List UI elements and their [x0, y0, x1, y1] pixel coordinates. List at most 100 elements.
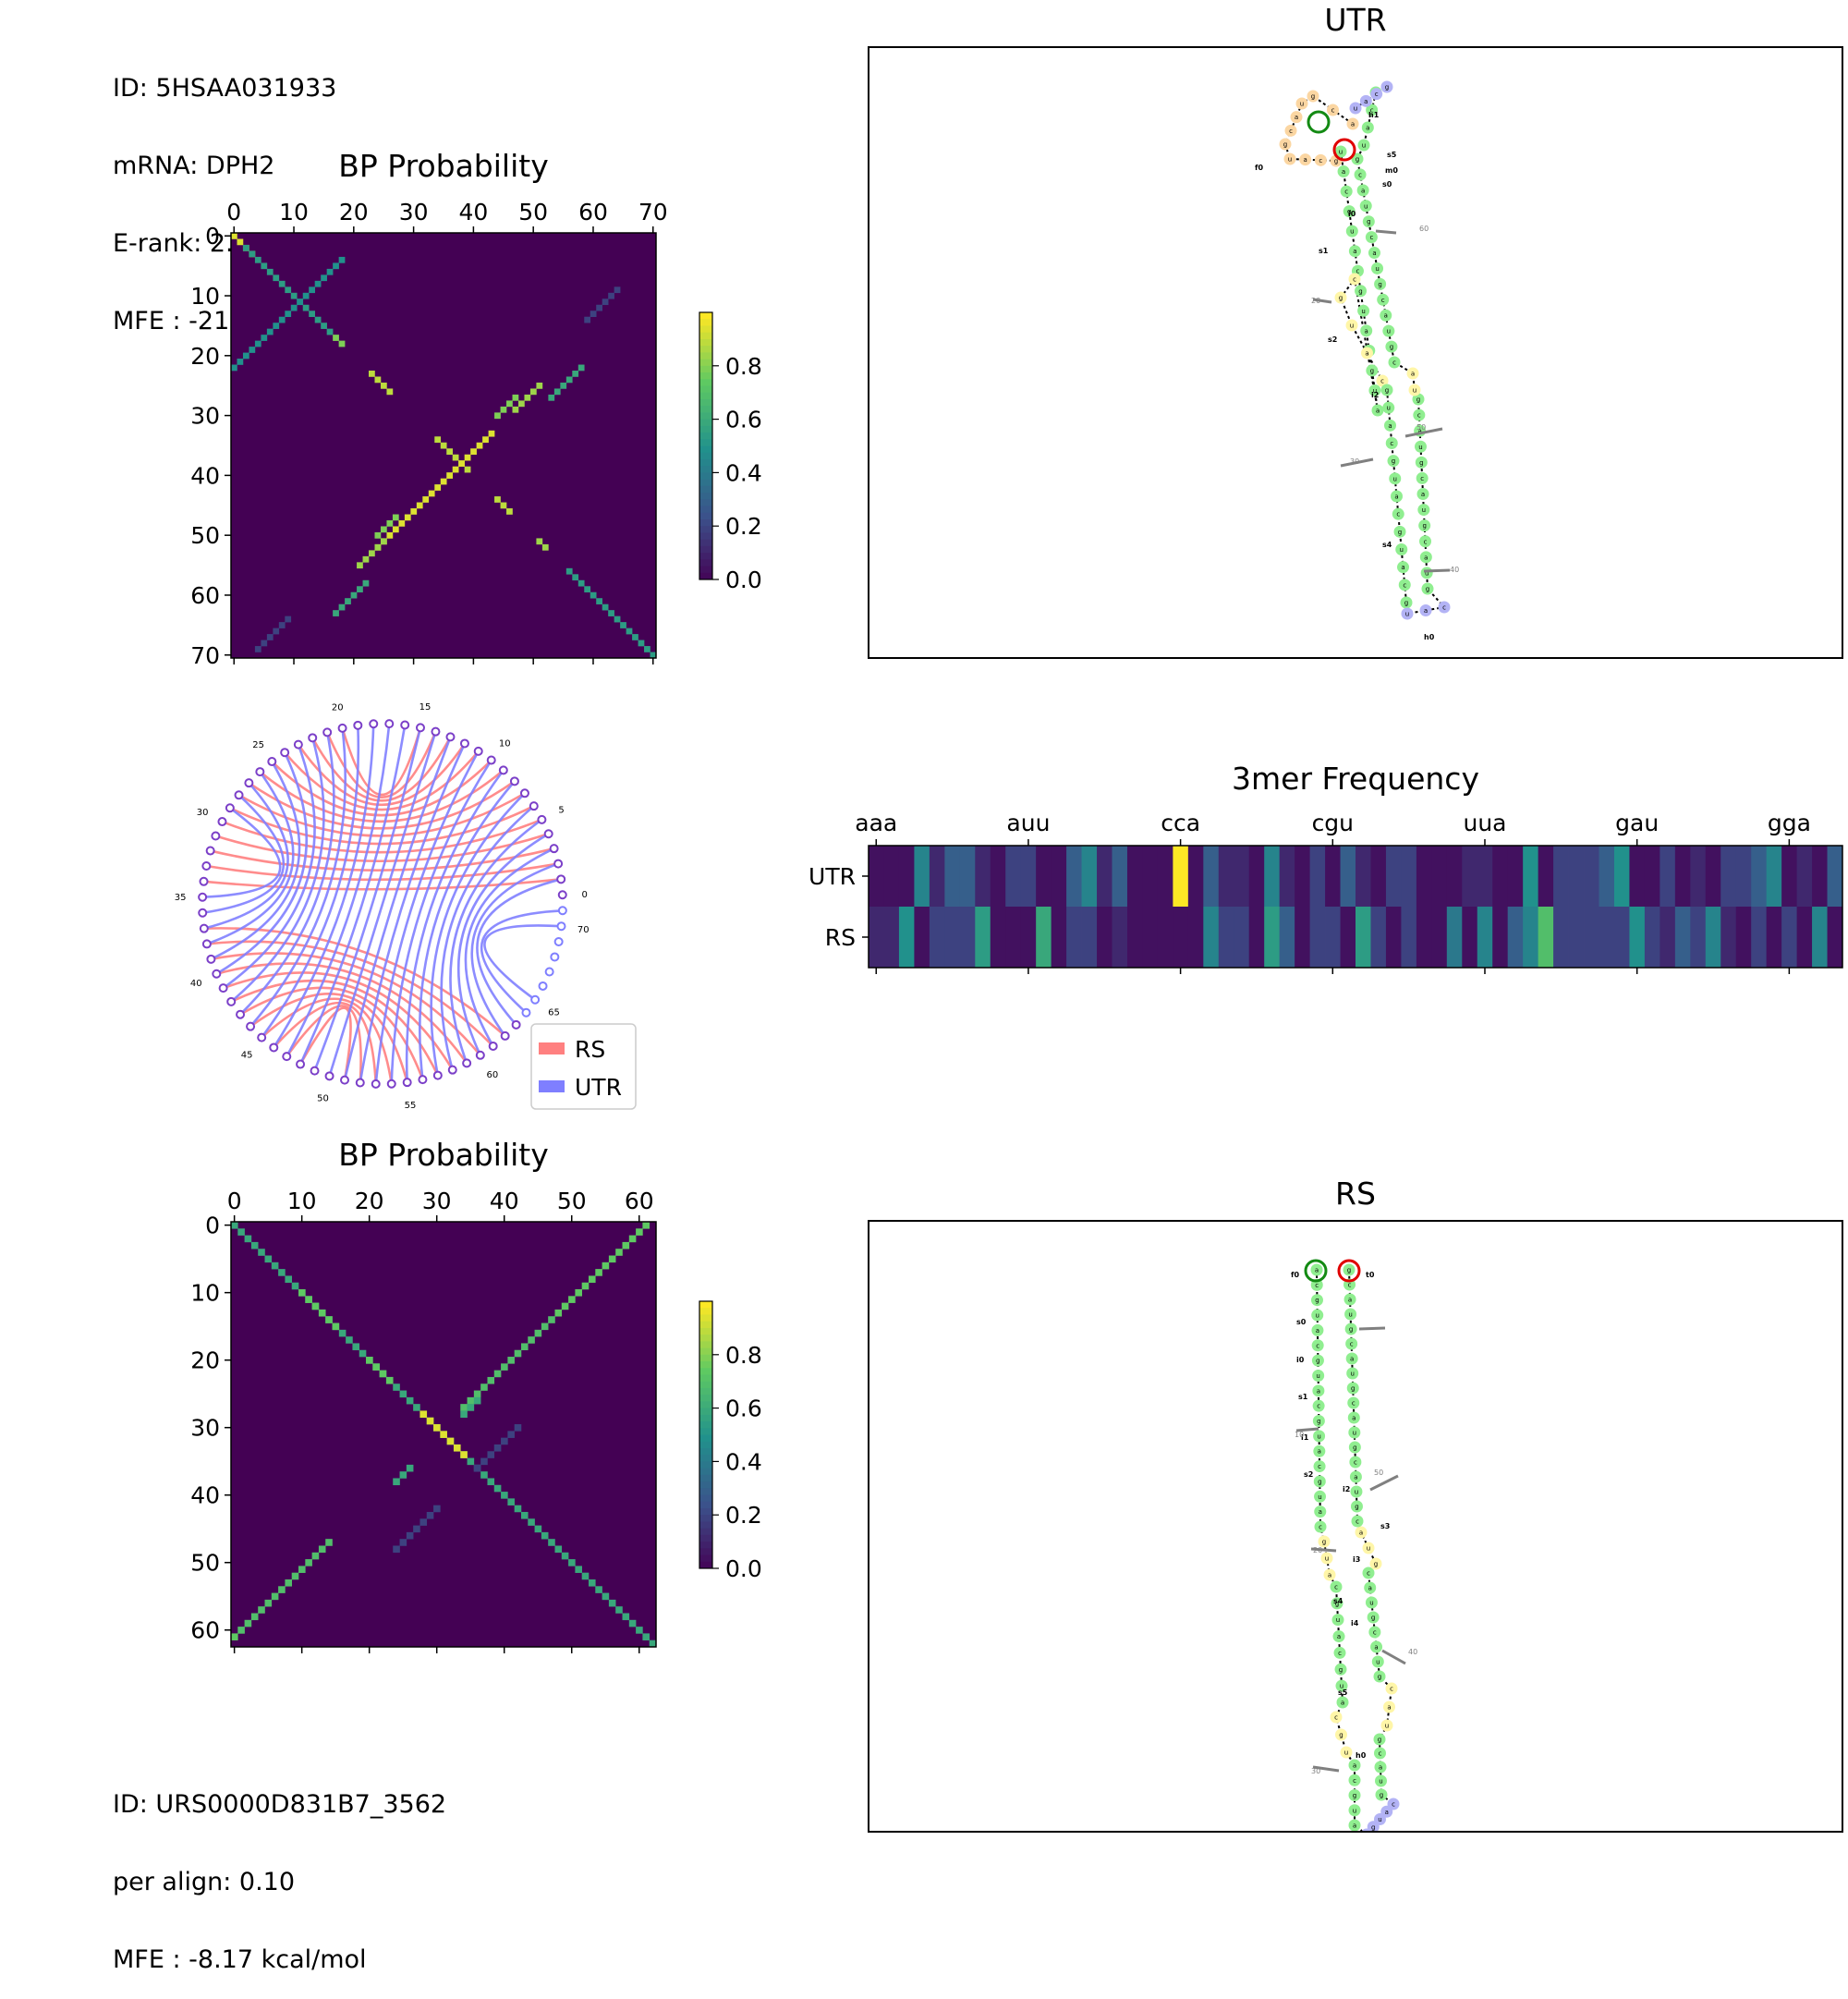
- heatmap-cell: [520, 1511, 529, 1519]
- nucleotide: [1355, 285, 1368, 298]
- kmer-cell: [1005, 846, 1022, 907]
- heatmap-cell: [615, 1606, 623, 1614]
- colorbar-segment: [699, 372, 712, 380]
- index-tick: [1369, 1474, 1399, 1492]
- nucleotide-letter: c: [1315, 1282, 1319, 1289]
- nucleotide: [1311, 1309, 1324, 1322]
- kmer-cell: [1097, 846, 1112, 907]
- heatmap-cell: [406, 1531, 414, 1540]
- rs-arc: [203, 927, 506, 1037]
- nucleotide: [1346, 1382, 1359, 1395]
- heatmap-cell: [433, 1505, 441, 1513]
- nucleotide-letter: u: [1362, 142, 1366, 150]
- nucleotide: [1370, 1640, 1383, 1653]
- heatmap-cell: [464, 466, 471, 473]
- arc-node: [371, 1079, 381, 1089]
- arc-node: [459, 738, 469, 749]
- nucleotide: [1348, 245, 1361, 258]
- nucleotide: [1279, 138, 1292, 151]
- arc-node: [418, 1075, 428, 1085]
- heatmap-cell: [399, 1390, 407, 1398]
- loop-label: i1: [1301, 1433, 1309, 1442]
- arc-index-label: 55: [405, 1101, 417, 1111]
- heatmap-cell: [325, 1316, 333, 1323]
- nucleotide-letter: g: [1392, 457, 1395, 465]
- nucleotide: [1283, 152, 1296, 165]
- arc-node: [353, 720, 363, 730]
- heatmap-cell: [615, 1249, 623, 1256]
- loop-label: i0: [1348, 210, 1356, 218]
- kmer-cell: [1674, 907, 1691, 968]
- heatmap-cell: [271, 1262, 279, 1270]
- nucleotide: [1310, 1263, 1323, 1276]
- heatmap-cell: [440, 1431, 447, 1438]
- colorbar-tick-label: 0.4: [725, 459, 762, 486]
- kmer-cell: [1295, 907, 1310, 968]
- colorbar-segment: [699, 493, 712, 500]
- arc-index-label: 50: [317, 1093, 329, 1103]
- nucleotide-letter: u: [1336, 1616, 1340, 1624]
- nucleotide-letter: u: [1425, 569, 1429, 577]
- nucleotide-letter: a: [1401, 564, 1404, 571]
- utr-arc: [440, 805, 535, 1071]
- heatmap-cell: [494, 412, 501, 420]
- heatmap-cell: [278, 280, 286, 287]
- nucleotide-letter: c: [1344, 189, 1348, 196]
- heatmap-cell: [261, 262, 268, 270]
- heatmap-cell: [524, 394, 531, 401]
- nucleotide-letter: a: [1411, 371, 1415, 378]
- nucleotide: [1313, 1444, 1326, 1457]
- nucleotide-letter: c: [1354, 1459, 1357, 1467]
- nucleotide-letter: c: [1392, 1801, 1395, 1809]
- kmer-cell: [1781, 846, 1797, 907]
- nucleotide: [1374, 1761, 1387, 1774]
- nucleotide-letter: a: [1348, 1297, 1352, 1304]
- kmer-cell: [1584, 907, 1599, 968]
- loop-label: s4: [1333, 1597, 1343, 1605]
- colorbar-segment: [699, 1554, 712, 1563]
- kmer-cell: [1203, 907, 1220, 968]
- heatmap-cell: [399, 1471, 407, 1479]
- rs-arc: [229, 805, 535, 846]
- nucleotide-letter: g: [1367, 218, 1370, 225]
- nucleotide: [1351, 1515, 1364, 1528]
- kmer-cell: [1279, 846, 1295, 907]
- utr-arc: [430, 792, 526, 1076]
- heatmap-cell: [434, 484, 442, 491]
- nucleotide: [1383, 1700, 1395, 1713]
- nucleotide-letter: a: [1304, 156, 1307, 164]
- colorbar-segment: [699, 312, 712, 320]
- nucleotide: [1334, 145, 1347, 158]
- arc-node: [206, 954, 216, 964]
- nucleotide: [1344, 1308, 1357, 1321]
- nucleotide: [1314, 1490, 1327, 1503]
- heatmap-cell: [250, 1613, 259, 1621]
- nucleotide-letter: a: [1318, 1448, 1321, 1456]
- kmer-x-tick-label: uua: [1463, 810, 1506, 836]
- nucleotide: [1357, 304, 1370, 317]
- kmer-cell: [1462, 907, 1478, 968]
- arc-node: [199, 923, 209, 933]
- nucleotide: [1401, 607, 1414, 620]
- rs-arc: [206, 862, 559, 882]
- arc-node: [280, 748, 290, 758]
- heatmap-cell: [273, 628, 280, 635]
- nucleotide: [1391, 490, 1403, 503]
- nucleotide: [1337, 165, 1350, 178]
- kmer-cell: [1051, 907, 1067, 968]
- heatmap-cell: [561, 1552, 569, 1560]
- x-tick-label: 10: [279, 199, 309, 225]
- nucleotide-letter: u: [1288, 156, 1292, 164]
- kmer-cell: [1234, 907, 1250, 968]
- nucleotide: [1348, 1441, 1361, 1454]
- heatmap-cell: [302, 304, 310, 311]
- utr-arc: [483, 924, 562, 1001]
- kmer-cell: [1568, 846, 1585, 907]
- heatmap-cell: [258, 1606, 265, 1614]
- colorbar-segment: [699, 1327, 712, 1335]
- nucleotide-letter: u: [1315, 1312, 1319, 1320]
- nucleotide-letter: u: [1318, 1493, 1321, 1501]
- arc-index-label: 20: [332, 702, 344, 713]
- kmer-cell: [1385, 907, 1402, 968]
- arc-node: [553, 936, 564, 946]
